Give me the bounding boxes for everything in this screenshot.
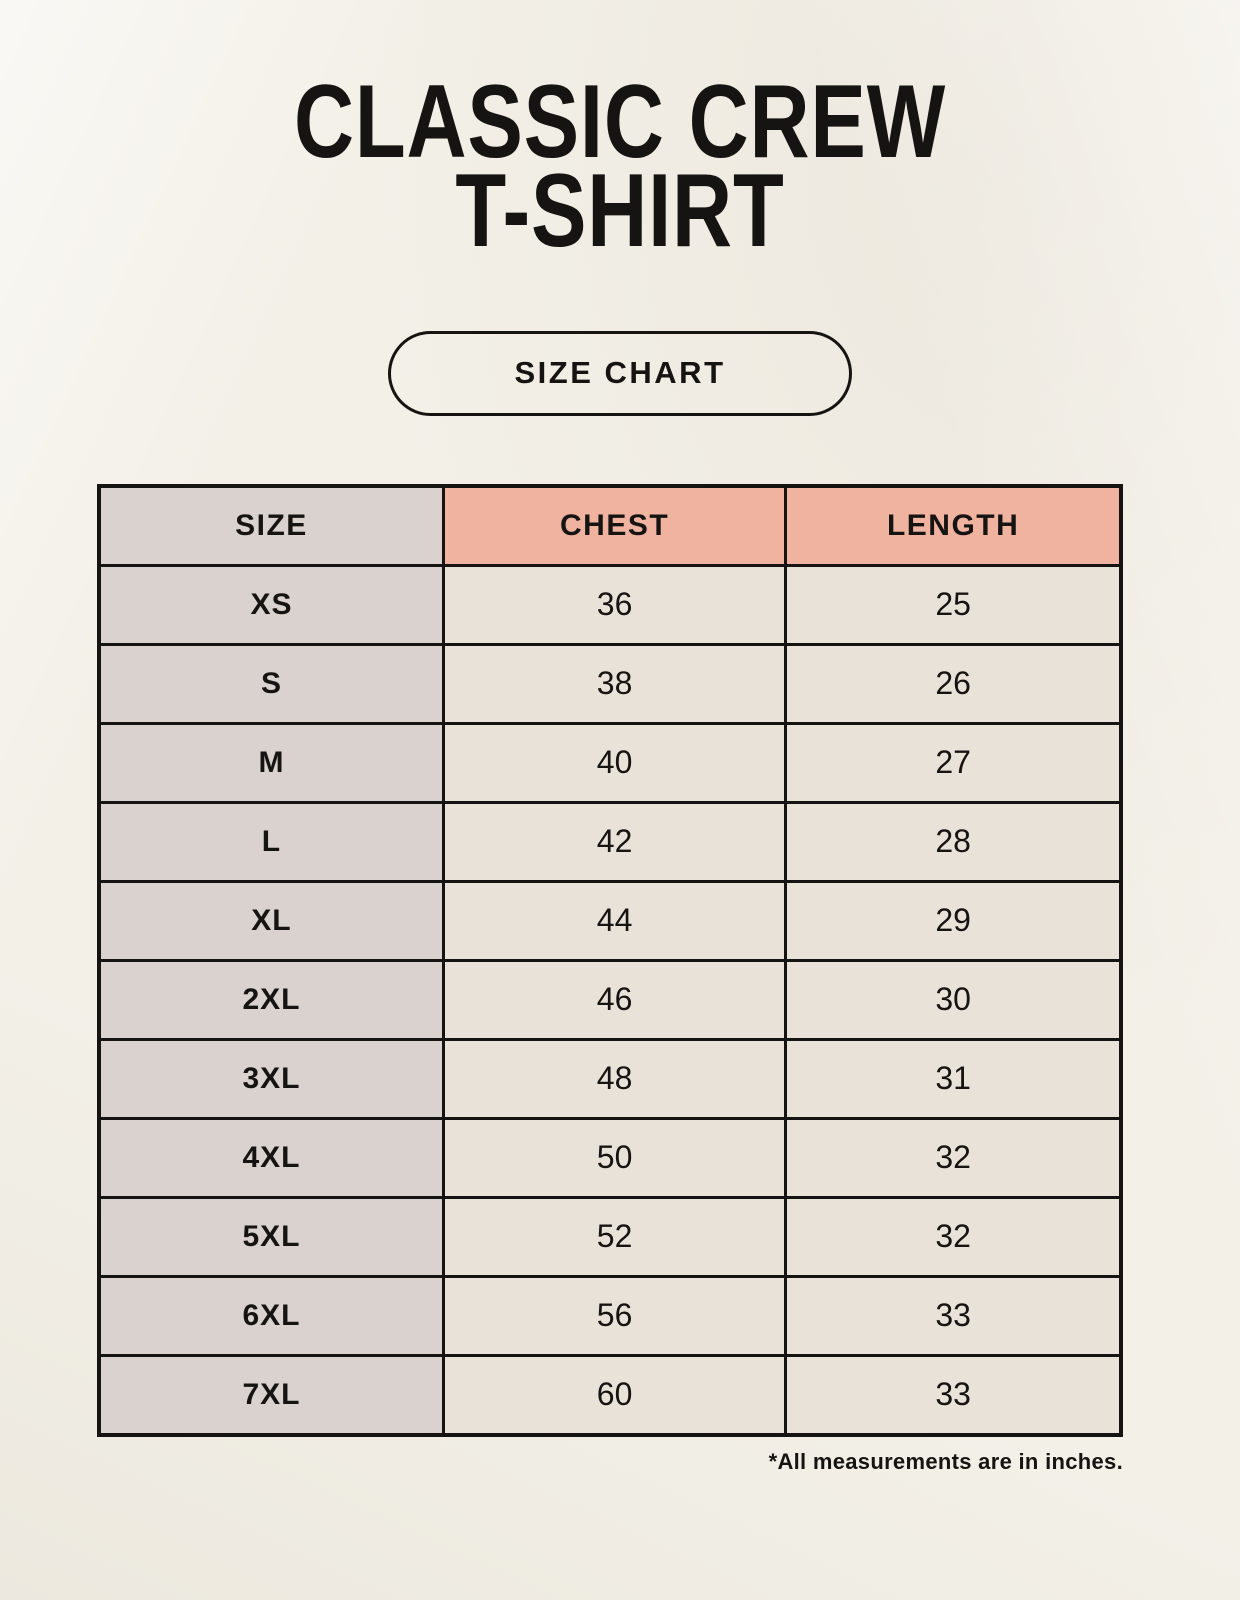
size-cell: 2XL bbox=[97, 958, 445, 1041]
chest-cell: 40 bbox=[441, 721, 788, 804]
measurements-footnote: *All measurements are in inches. bbox=[768, 1448, 1123, 1474]
length-cell: 28 bbox=[784, 800, 1123, 883]
length-cell: 26 bbox=[784, 642, 1123, 725]
chest-cell: 46 bbox=[441, 958, 788, 1041]
size-cell: XS bbox=[97, 563, 445, 646]
table-row: XL 44 29 bbox=[97, 879, 1123, 962]
column-header-size: SIZE bbox=[97, 484, 445, 567]
chest-cell: 56 bbox=[441, 1274, 788, 1357]
table-header-row: SIZE CHEST LENGTH bbox=[97, 484, 1123, 567]
table-row: 2XL 46 30 bbox=[97, 958, 1123, 1041]
chest-cell: 60 bbox=[441, 1353, 788, 1437]
length-cell: 25 bbox=[784, 563, 1123, 646]
chest-cell: 52 bbox=[441, 1195, 788, 1278]
size-cell: 4XL bbox=[97, 1116, 445, 1199]
table-row: 6XL 56 33 bbox=[97, 1274, 1123, 1357]
size-cell: L bbox=[97, 800, 445, 883]
table-row: 7XL 60 33 bbox=[97, 1353, 1123, 1437]
size-cell: 7XL bbox=[97, 1353, 445, 1437]
length-cell: 32 bbox=[784, 1116, 1123, 1199]
page-title-line-2: T-SHIRT bbox=[455, 153, 785, 270]
length-cell: 29 bbox=[784, 879, 1123, 962]
table-row: S 38 26 bbox=[97, 642, 1123, 725]
size-chart-table-body: XS 36 25 S 38 26 M 40 27 L 42 28 XL 44 29 2XL 46 30 3XL 48 3… bbox=[97, 563, 1123, 1437]
size-chart-button-label: SIZE CHART bbox=[514, 355, 726, 391]
table-row: L 42 28 bbox=[97, 800, 1123, 883]
chest-cell: 50 bbox=[441, 1116, 788, 1199]
column-header-chest: CHEST bbox=[441, 484, 788, 567]
chest-cell: 48 bbox=[441, 1037, 788, 1120]
table-row: 5XL 52 32 bbox=[97, 1195, 1123, 1278]
length-cell: 32 bbox=[784, 1195, 1123, 1278]
chest-cell: 44 bbox=[441, 879, 788, 962]
length-cell: 33 bbox=[784, 1353, 1123, 1437]
size-cell: XL bbox=[97, 879, 445, 962]
length-cell: 30 bbox=[784, 958, 1123, 1041]
size-chart-table: SIZE CHEST LENGTH XS 36 25 S 38 26 M 40 27 L 42 28 X… bbox=[97, 483, 1123, 1437]
size-cell: 3XL bbox=[97, 1037, 445, 1120]
size-chart: SIZE CHEST LENGTH XS 36 25 S 38 26 M 40 27 L 42 28 X… bbox=[97, 483, 1123, 1437]
table-row: 3XL 48 31 bbox=[97, 1037, 1123, 1120]
size-chart-button[interactable]: SIZE CHART bbox=[388, 330, 852, 416]
page-title-line-1: CLASSIC CREW bbox=[293, 64, 947, 180]
length-cell: 27 bbox=[784, 721, 1123, 804]
chest-cell: 36 bbox=[441, 563, 788, 646]
column-header-length: LENGTH bbox=[784, 484, 1123, 567]
table-row: M 40 27 bbox=[97, 721, 1123, 804]
size-cell: 5XL bbox=[97, 1195, 445, 1278]
page-title: CLASSIC CREW T-SHIRT bbox=[0, 0, 1240, 270]
chest-cell: 38 bbox=[441, 642, 788, 725]
chest-cell: 42 bbox=[441, 800, 788, 883]
size-cell: M bbox=[97, 721, 445, 804]
size-cell: S bbox=[97, 642, 445, 725]
length-cell: 33 bbox=[784, 1274, 1123, 1357]
table-row: 4XL 50 32 bbox=[97, 1116, 1123, 1199]
length-cell: 31 bbox=[784, 1037, 1123, 1120]
table-row: XS 36 25 bbox=[97, 563, 1123, 646]
size-cell: 6XL bbox=[97, 1274, 445, 1357]
